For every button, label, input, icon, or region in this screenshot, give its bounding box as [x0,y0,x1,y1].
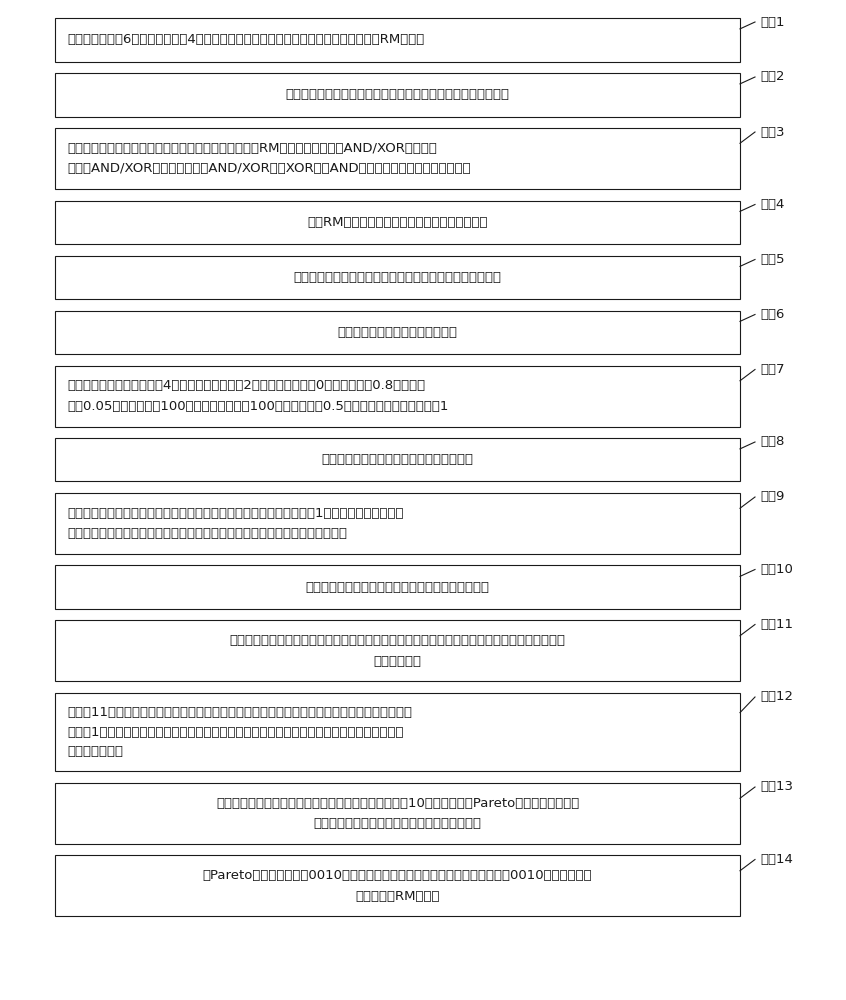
Text: 将此不完全确定逻辑函数的无关项取舍的二进制数编码为染色体: 将此不完全确定逻辑函数的无关项取舍的二进制数编码为染色体 [285,88,509,101]
Text: 利用列表技术将6输入变量并具有4个无关项的布尔逻辑函数转换为零极性的不完全确定RM表达式: 利用列表技术将6输入变量并具有4个无关项的布尔逻辑函数转换为零极性的不完全确定R… [67,33,424,46]
Bar [55,783,740,844]
Text: 随机产生初始种群，并对其执行非支配排序: 随机产生初始种群，并对其执行非支配排序 [321,453,474,466]
Text: 步骤10: 步骤10 [760,563,793,576]
Text: 采用考虑时间相关性的功耗估计模型作为功耗模型；将RM逻辑电路中多输入AND/XOR门分解为: 采用考虑时间相关性的功耗估计模型作为功耗模型；将RM逻辑电路中多输入AND/XO… [67,142,437,155]
Text: 步骤1: 步骤1 [760,15,784,28]
Text: 执行选择、交叉和变异操作，产生子代种群，并对当前进化代数执行加1操作；其中，选择操作: 执行选择、交叉和变异操作，产生子代种群，并对当前进化代数执行加1操作；其中，选择… [67,507,404,520]
Text: 将父代种群与子代种群合并，并进行快速非支配排序: 将父代种群与子代种群合并，并进行快速非支配排序 [305,581,490,594]
Text: 具有较好功耗与面积性能的一组最佳无关项取舍: 具有较好功耗与面积性能的一组最佳无关项取舍 [314,817,481,830]
Text: 步骤4: 步骤4 [760,198,784,211]
Bar [55,18,740,62]
Bar [55,693,740,771]
Text: 步骤14: 步骤14 [760,853,793,866]
Text: 执行加1操作；其中，选择操作采用二元锦标赛选择，交叉操作采用模拟二进制交叉，变异操作: 执行加1操作；其中，选择操作采用二元锦标赛选择，交叉操作采用模拟二进制交叉，变异… [67,726,404,739]
Text: 计算非支配层中每个个体的拥挤度，并根据非支配关系以及个体的拥挤度来选择合适的个体组成: 计算非支配层中每个个体的拥挤度，并根据非支配关系以及个体的拥挤度来选择合适的个体… [229,634,565,647]
Text: 步骤12: 步骤12 [760,690,793,703]
Text: 步骤9: 步骤9 [760,490,784,503]
Bar [55,438,740,481]
Text: 步骤3: 步骤3 [760,125,784,138]
Text: 步骤13: 步骤13 [760,780,793,793]
Text: 在此为简便起见，不设置约束条件: 在此为简便起见，不设置约束条件 [338,326,458,339]
Bar [55,365,740,426]
Text: 步骤8: 步骤8 [760,435,784,448]
Bar [55,255,740,299]
Bar [55,310,740,354]
Text: 步骤2: 步骤2 [760,70,784,84]
Text: 从Pareto最优解集中选择0010作为最佳无关项取舍，并根据此最佳无关项取舍0010求解与之对应: 从Pareto最优解集中选择0010作为最佳无关项取舍，并根据此最佳无关项取舍0… [203,869,592,882]
Text: 步骤6: 步骤6 [760,308,784,321]
Text: 两输入AND/XOR门，并将两输入AND/XOR门中XOR门与AND门的数量之和作为面积估计模型: 两输入AND/XOR门，并将两输入AND/XOR门中XOR门与AND门的数量之和… [67,162,470,175]
Text: 建立RM逻辑电路的功耗目标函数与面积目标函数: 建立RM逻辑电路的功耗目标函数与面积目标函数 [307,216,488,229]
Text: 的完全确定RM表达式: 的完全确定RM表达式 [355,890,440,903]
Text: 步骤5: 步骤5 [760,253,784,266]
Bar [55,73,740,116]
Bar [55,620,740,681]
Text: 若当前进化代数小于或等于最大进化代数，则返回步骤10；否则，输出Pareto最优解集，即同时: 若当前进化代数小于或等于最大进化代数，则返回步骤10；否则，输出Pareto最优… [216,797,580,810]
Text: 步骤7: 步骤7 [760,363,784,376]
Text: 建立与功耗相关的适应度函数以及与面积相关的适应度函数: 建立与功耗相关的适应度函数以及与面积相关的适应度函数 [294,271,502,284]
Text: 采用二元锦标赛选择，交叉操作采用模拟二进制交叉，变异操作采用二进制变异: 采用二元锦标赛选择，交叉操作采用模拟二进制交叉，变异操作采用二进制变异 [67,527,347,540]
Text: 新的父代种群: 新的父代种群 [373,655,421,668]
Text: 步骤11: 步骤11 [760,618,793,631]
Bar [55,855,740,916]
Bar [55,128,740,189]
Text: 采用二进制变异: 采用二进制变异 [67,745,123,758]
Bar [55,493,740,554]
Text: 率为0.05、种群规模为100、最大进化代数为100、随机种子为0.5，并初始化当前进化代数为1: 率为0.05、种群规模为100、最大进化代数为100、随机种子为0.5，并初始化… [67,400,448,413]
Text: 对步骤11所述新的父代种群执行选择、交叉和变异操作，生成新的子代种群，并对当前进化代数: 对步骤11所述新的父代种群执行选择、交叉和变异操作，生成新的子代种群，并对当前进… [67,706,412,719]
Text: 设置二进制编码变量个数为4、适应度函数个数为2、约束条件个数为0、交叉概率为0.8、变异概: 设置二进制编码变量个数为4、适应度函数个数为2、约束条件个数为0、交叉概率为0.… [67,379,426,392]
Bar [55,565,740,609]
Bar [55,200,740,244]
